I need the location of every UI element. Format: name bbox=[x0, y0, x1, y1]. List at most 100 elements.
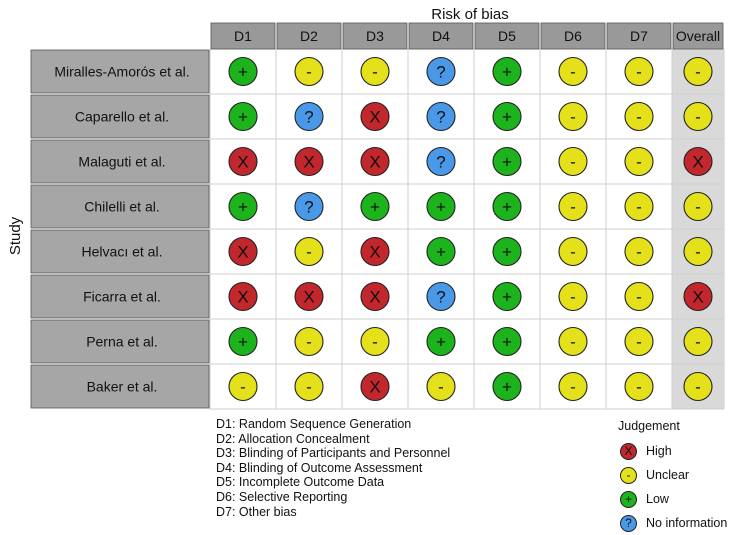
judgement-dot: ? bbox=[294, 101, 324, 132]
judgement-circle bbox=[360, 281, 390, 312]
judgement-symbol: + bbox=[238, 108, 248, 127]
judgement-dot: - bbox=[683, 191, 713, 222]
judgement-circle bbox=[426, 281, 456, 312]
judgement-dot: - bbox=[624, 146, 654, 177]
judgement-dot: + bbox=[492, 146, 522, 177]
judgement-dot: + bbox=[426, 191, 456, 222]
judgement-dot: + bbox=[492, 281, 522, 312]
judgement-circle bbox=[294, 281, 324, 312]
column-header-d5: D5 bbox=[498, 28, 516, 44]
domain-definition: D6: Selective Reporting bbox=[216, 489, 348, 504]
judgement-dot: - bbox=[228, 371, 258, 402]
judgement-dot: - bbox=[683, 236, 713, 267]
judgement-symbol: - bbox=[372, 63, 378, 82]
judgement-circle bbox=[294, 101, 324, 132]
judgement-dot: - bbox=[624, 191, 654, 222]
judgement-dot: X bbox=[683, 146, 713, 177]
column-header-box bbox=[606, 22, 672, 50]
judgement-dot: - bbox=[624, 281, 654, 312]
judgement-circle bbox=[558, 56, 588, 87]
column-header-box bbox=[408, 22, 474, 50]
judgement-dot: ? bbox=[426, 56, 456, 87]
judgement-circle bbox=[426, 146, 456, 177]
domain-definitions: D1: Random Sequence Generation D2: Alloca… bbox=[216, 417, 450, 519]
judgement-dot: - bbox=[558, 146, 588, 177]
study-name: Baker et al. bbox=[87, 379, 158, 395]
study-label-box bbox=[30, 274, 210, 319]
judgement-dot: ? bbox=[426, 101, 456, 132]
judgement-symbol: - bbox=[636, 243, 642, 262]
judgement-circle bbox=[492, 56, 522, 87]
column-header-box bbox=[672, 22, 724, 50]
column-header-d3: D3 bbox=[366, 28, 384, 44]
domain-definition: D7: Other bias bbox=[216, 504, 297, 519]
domain-definition: D1: Random Sequence Generation bbox=[216, 417, 412, 431]
judgement-dot: + bbox=[228, 191, 258, 222]
judgement-circle bbox=[228, 191, 258, 222]
judgement-dot: - bbox=[360, 56, 390, 87]
judgement-symbol: - bbox=[695, 243, 701, 262]
chart-title: Risk of bias bbox=[431, 6, 509, 23]
judgement-symbol: - bbox=[306, 243, 312, 262]
judgement-circle bbox=[624, 146, 654, 177]
domain-definition: D2: Allocation Concealment bbox=[216, 431, 370, 446]
judgement-symbol: X bbox=[369, 243, 380, 262]
judgement-dot: X bbox=[360, 236, 390, 267]
column-header-box bbox=[276, 22, 342, 50]
judgement-circle bbox=[360, 191, 390, 222]
judgement-dot: - bbox=[294, 326, 324, 357]
judgement-dot: + bbox=[492, 326, 522, 357]
judgement-circle bbox=[683, 326, 713, 357]
study-label-box bbox=[30, 229, 210, 274]
judgement-symbol: X bbox=[369, 108, 380, 127]
judgement-circle bbox=[228, 236, 258, 267]
judgement-circle bbox=[492, 191, 522, 222]
judgement-dot: X bbox=[360, 101, 390, 132]
judgement-circle bbox=[558, 326, 588, 357]
judgement-circle bbox=[558, 101, 588, 132]
study-name: Perna et al. bbox=[86, 334, 158, 350]
legend-item: X High bbox=[618, 439, 727, 463]
judgement-circle bbox=[683, 371, 713, 402]
judgement-dot: - bbox=[294, 236, 324, 267]
judgement-dot: X bbox=[360, 281, 390, 312]
column-header-box bbox=[210, 22, 276, 50]
column-header-overall: Overall bbox=[676, 28, 720, 44]
judgement-dot: - bbox=[558, 191, 588, 222]
judgement-symbol: + bbox=[238, 198, 248, 217]
judgement-symbol: - bbox=[570, 243, 576, 262]
judgement-circle bbox=[624, 101, 654, 132]
judgement-symbol: - bbox=[570, 333, 576, 352]
judgement-circle bbox=[683, 56, 713, 87]
column-header-d6: D6 bbox=[564, 28, 582, 44]
judgement-symbol: X bbox=[303, 153, 314, 172]
judgement-symbol: - bbox=[695, 108, 701, 127]
judgement-symbol: ? bbox=[436, 108, 445, 127]
domain-definition: D4: Blinding of Outcome Assessment bbox=[216, 460, 423, 475]
judgement-dot: X bbox=[228, 146, 258, 177]
judgement-dot: + bbox=[492, 56, 522, 87]
judgement-dot: - bbox=[683, 56, 713, 87]
judgement-dot: + bbox=[360, 191, 390, 222]
study-name: Ficarra et al. bbox=[83, 289, 161, 305]
judgement-symbol: - bbox=[695, 198, 701, 217]
judgement-dot: X bbox=[228, 281, 258, 312]
judgement-dot: - bbox=[360, 326, 390, 357]
column-header-d4: D4 bbox=[432, 28, 450, 44]
judgement-circle bbox=[360, 101, 390, 132]
judgement-circle bbox=[426, 56, 456, 87]
judgement-circle bbox=[228, 146, 258, 177]
judgement-symbol: + bbox=[502, 378, 512, 397]
judgement-symbol: + bbox=[502, 288, 512, 307]
study-name: Miralles-Amorós et al. bbox=[54, 64, 189, 80]
judgement-dot: X bbox=[228, 236, 258, 267]
judgement-symbol: ? bbox=[436, 153, 445, 172]
judgement-symbol: - bbox=[636, 153, 642, 172]
judgement-dot: X bbox=[294, 146, 324, 177]
judgement-circle bbox=[228, 371, 258, 402]
judgement-circle bbox=[294, 236, 324, 267]
judgement-circle bbox=[426, 236, 456, 267]
judgement-dot: ? bbox=[426, 281, 456, 312]
legend-dot: X bbox=[620, 442, 637, 460]
judgement-circle bbox=[426, 326, 456, 357]
